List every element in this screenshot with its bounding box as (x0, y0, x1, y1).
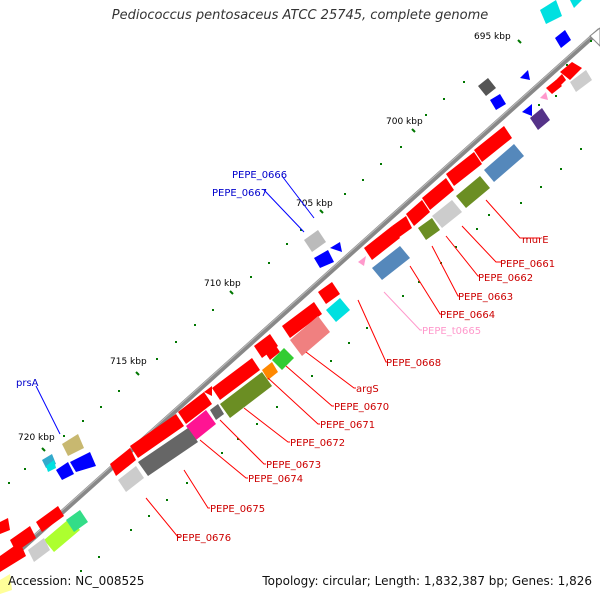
gene-feature-prsa-b (70, 452, 96, 472)
gene-feature-bottom-5 (66, 510, 88, 532)
tick-label-710: 710 kbp (204, 279, 241, 289)
gene-feature-trna-t0665 (358, 256, 366, 266)
tick-label-720: 720 kbp (18, 433, 55, 443)
gene-feature-pepe-0662 (422, 178, 454, 210)
gene-feature-pepe-0672b (220, 372, 272, 418)
gene-feature-pepe-0675b (138, 428, 198, 476)
gene-feature-top-6 (530, 108, 550, 130)
gene-feature-pepe-0673b (204, 386, 212, 396)
gene-feature-prsa-a (62, 434, 84, 456)
gene-feature-bottom-8 (0, 574, 12, 594)
gene-label-pepe-0662: PEPE_0662 (478, 273, 533, 284)
gene-feature-top-12 (520, 70, 530, 80)
accession-text: Accession: NC_008525 (8, 574, 145, 588)
gene-feature-top-10 (589, 27, 600, 47)
tick-label-700: 700 kbp (386, 117, 423, 127)
gene-label-pepe-0673: PEPE_0673 (266, 460, 321, 471)
gene-label-prsa: prsA (16, 378, 39, 389)
gene-feature-pepe-0672a (212, 358, 260, 400)
gene-label-mure: murE (522, 235, 549, 246)
gene-feature-pepe-0668b (326, 298, 350, 322)
genome-stats-text: Topology: circular; Length: 1,832,387 bp… (262, 574, 592, 588)
gene-feature-pepe-0664 (392, 216, 412, 238)
gene-feature-pepe-0676a (110, 448, 136, 476)
gene-feature-pepe-0675a (130, 414, 184, 458)
gene-feature-top-9 (570, 0, 582, 8)
gene-feature-pepe-0663-band (432, 200, 462, 228)
gene-label-pepe-0676: PEPE_0676 (176, 533, 231, 544)
gene-feature-mure (474, 126, 512, 162)
gene-feature-top-5 (540, 92, 548, 100)
leader-line-trna (383, 291, 422, 331)
gene-feature-pepe-0663 (406, 200, 430, 226)
gene-feature-pepe-0667b (330, 242, 342, 252)
tick-label-715: 715 kbp (110, 357, 147, 367)
gene-feature-bottom-7 (0, 542, 26, 572)
gene-feature-rev-4 (46, 460, 56, 472)
tick-label-705: 705 kbp (296, 199, 333, 209)
gene-feature-pepe-0676b (118, 466, 144, 492)
gene-feature-pepe-0674a (178, 392, 212, 424)
reverse-strand-genes (42, 78, 506, 480)
gene-label-pepe-0663: PEPE_0663 (458, 292, 513, 303)
gene-feature-rev-1 (478, 78, 496, 96)
tick-label-695: 695 kbp (474, 32, 511, 42)
gene-label-pepe-t0665: PEPE_t0665 (422, 326, 481, 337)
gene-feature-pepe-0664c (372, 246, 410, 280)
gene-label-pepe-0670: PEPE_0670 (334, 402, 389, 413)
gene-feature-pepe-0664-band (418, 218, 440, 240)
gene-feature-pepe-0668a (318, 282, 340, 304)
gene-feature-top-4 (570, 70, 592, 92)
gene-feature-args-b (290, 316, 330, 356)
gene-feature-pepe-0670b (266, 346, 280, 360)
leader-lines-left (35, 175, 315, 435)
map-title: Pediococcus pentosaceus ATCC 25745, comp… (111, 8, 489, 23)
gene-label-pepe-0671: PEPE_0671 (320, 420, 375, 431)
gene-feature-top-7 (522, 104, 532, 116)
gene-feature-pepe-0674b (186, 410, 216, 440)
gene-label-pepe-0661: PEPE_0661 (500, 259, 555, 270)
gene-feature-pepe-0662-band (456, 176, 490, 208)
gene-feature-top-1 (560, 62, 582, 80)
gene-feature-pepe-0661 (446, 152, 482, 186)
gene-feature-pepe-0671 (262, 362, 278, 380)
gene-feature-pepe-0673 (210, 404, 224, 420)
tick-marks (41, 39, 522, 452)
genome-backbone-highlight (0, 27, 600, 567)
gene-feature-bottom-6 (28, 538, 50, 562)
gene-feature-rev-2 (490, 94, 506, 110)
gene-feature-pepe-0670a (254, 334, 278, 358)
gene-label-pepe-0664: PEPE_0664 (440, 310, 495, 321)
gene-feature-pepe-0667a (314, 250, 334, 268)
gene-feature-prsa-c (56, 462, 74, 480)
gene-feature-pepe-0661-band (484, 144, 524, 182)
gene-label-pepe-0667: PEPE_0667 (212, 188, 267, 199)
gene-label-pepe-0672: PEPE_0672 (290, 438, 345, 449)
gene-feature-pepe-0664b (364, 226, 400, 260)
gene-feature-top-3 (554, 74, 566, 88)
leader-lines-right (145, 199, 540, 538)
gene-label-pepe-0674: PEPE_0674 (248, 474, 303, 485)
gene-feature-top-11 (555, 30, 571, 48)
gene-feature-bottom-3 (0, 518, 10, 534)
gene-feature-pepe-0670c (272, 348, 294, 370)
gene-feature-bottom-1 (36, 506, 64, 532)
genome-backbone (0, 28, 600, 570)
gene-label-pepe-0666: PEPE_0666 (232, 170, 287, 181)
gene-label-pepe-0668: PEPE_0668 (386, 358, 441, 369)
gene-label-pepe-0675: PEPE_0675 (210, 504, 265, 515)
gene-label-args: argS (356, 384, 379, 395)
gene-feature-top-8 (540, 0, 562, 24)
minor-tick-dots (8, 40, 592, 572)
gene-feature-pepe-0666 (304, 230, 326, 252)
gene-feature-args-a (282, 302, 322, 338)
